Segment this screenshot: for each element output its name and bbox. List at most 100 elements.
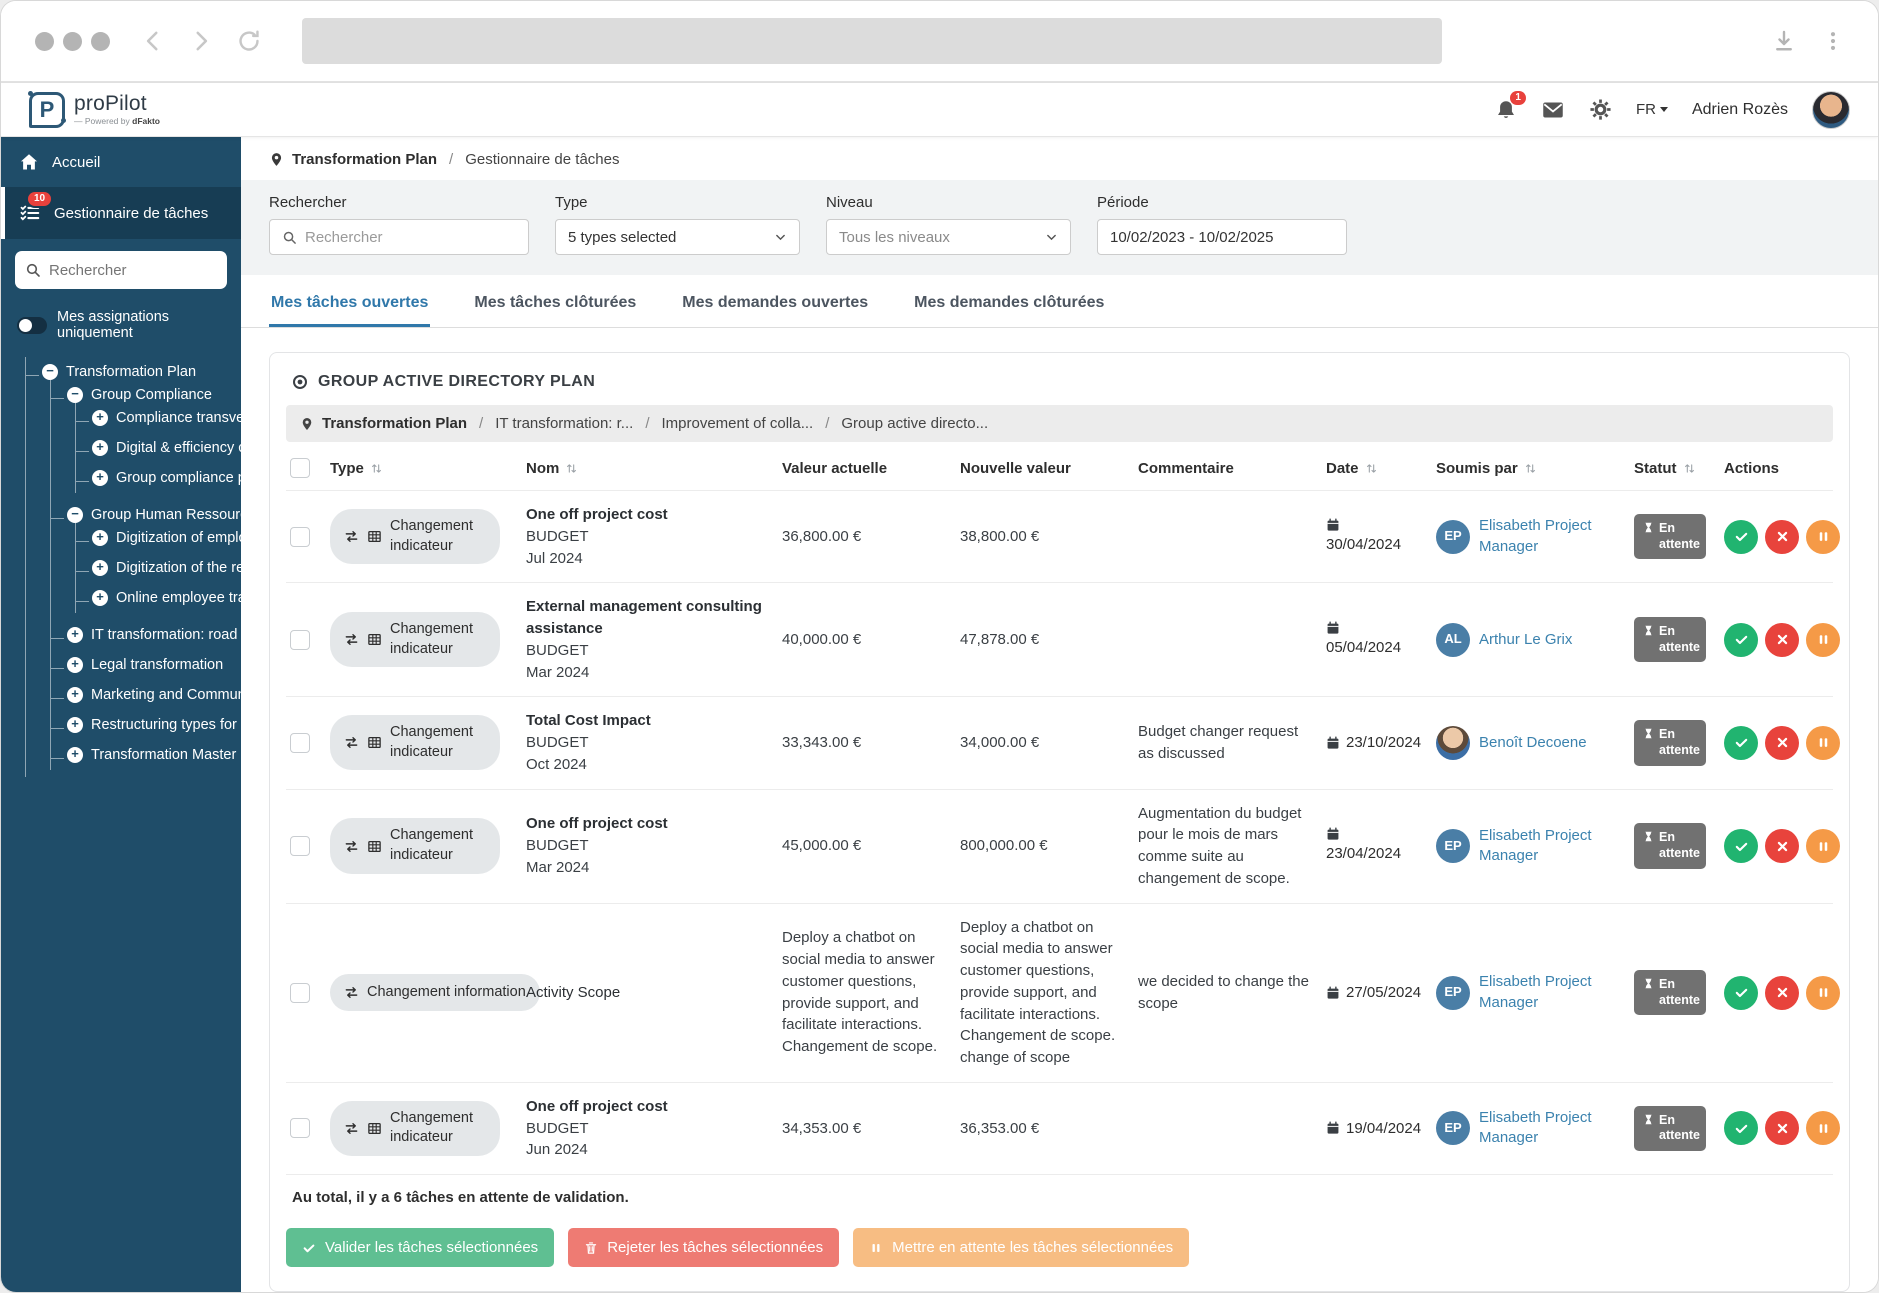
collapse-icon[interactable]: − (67, 507, 83, 523)
approve-button[interactable] (1724, 622, 1758, 657)
row-checkbox[interactable] (290, 1118, 310, 1139)
reject-button[interactable] (1765, 622, 1799, 657)
settings-gear-icon[interactable] (1589, 98, 1612, 121)
approve-button[interactable] (1724, 725, 1758, 760)
tree-node-restructuring-types-for-firms[interactable]: + Restructuring types for firms (67, 717, 241, 733)
reject-button[interactable] (1765, 829, 1799, 863)
tree-node-group-compliance-progr[interactable]: + Group compliance progr... (92, 470, 241, 486)
tree-node-online-employee-trainin[interactable]: + Online employee trainin... (92, 590, 241, 606)
tree-node-group-human-ressources[interactable]: −Group Human Ressources (67, 507, 241, 523)
approve-button[interactable] (1724, 1111, 1758, 1146)
approve-button[interactable] (1724, 519, 1758, 554)
tree-node-digital-efficiency-com[interactable]: + Digital & efficiency com... (92, 440, 241, 456)
current-value-cell: Deploy a chatbot on social media to answ… (782, 929, 938, 1056)
collapse-icon[interactable]: − (67, 387, 83, 403)
tab-mes-demandes-ouvertes[interactable]: Mes demandes ouvertes (682, 294, 869, 311)
tree-node-transformation-master-pla[interactable]: + Transformation Master Pla... (67, 747, 241, 763)
tree-node-it-transformation-road-to[interactable]: + IT transformation: road to ... (67, 627, 241, 643)
tab-mes-t-ches-cl-tur-es[interactable]: Mes tâches clôturées (474, 294, 637, 311)
approve-button[interactable] (1724, 975, 1758, 1010)
sort-icon[interactable] (565, 462, 578, 475)
expand-icon[interactable]: + (92, 530, 108, 546)
refresh-icon[interactable] (236, 28, 262, 54)
expand-icon[interactable]: + (92, 440, 108, 456)
row-checkbox[interactable] (290, 526, 310, 547)
expand-icon[interactable]: + (92, 560, 108, 576)
sort-icon (1366, 463, 1376, 473)
reject-button[interactable] (1765, 725, 1799, 760)
approve-button[interactable] (1724, 829, 1758, 863)
sort-icon[interactable] (370, 462, 383, 475)
address-bar[interactable] (302, 18, 1442, 64)
bulk-check-button[interactable]: Valider les tâches sélectionnées (286, 1228, 555, 1267)
row-checkbox[interactable] (290, 836, 310, 856)
hold-button[interactable] (1806, 519, 1840, 554)
search-filter[interactable] (269, 219, 529, 255)
sort-icon[interactable] (1683, 462, 1696, 475)
mail-icon[interactable] (1541, 98, 1565, 122)
user-avatar[interactable] (1812, 90, 1850, 129)
tree-node-digitization-of-employee[interactable]: + Digitization of employee... (92, 530, 241, 546)
tree-node-legal-transformation[interactable]: + Legal transformation (67, 657, 235, 673)
select-all-checkbox[interactable] (290, 458, 310, 478)
sidebar-item-accueil[interactable]: Accueil (1, 137, 241, 187)
reject-button[interactable] (1765, 975, 1799, 1010)
breadcrumb-segment[interactable]: Transformation Plan (322, 415, 468, 432)
expand-icon[interactable]: + (67, 657, 83, 673)
expand-icon[interactable]: + (67, 717, 83, 733)
submitter-link[interactable]: Elisabeth Project Manager (1479, 517, 1592, 555)
breadcrumb-root[interactable]: Transformation Plan (292, 151, 438, 168)
tree-node-digitization-of-the-recrui[interactable]: + Digitization of the recrui... (92, 560, 241, 576)
forward-icon[interactable] (188, 28, 214, 54)
sort-icon[interactable] (1524, 462, 1537, 475)
expand-icon[interactable]: + (67, 687, 83, 703)
submitter-link[interactable]: Elisabeth Project Manager (1479, 826, 1592, 864)
assignments-toggle[interactable] (17, 316, 47, 334)
sort-icon[interactable] (1365, 462, 1378, 475)
expand-icon[interactable]: + (92, 470, 108, 486)
hold-button[interactable] (1806, 975, 1840, 1010)
download-icon[interactable] (1772, 29, 1796, 53)
submitter-link[interactable]: Elisabeth Project Manager (1479, 1109, 1592, 1147)
row-checkbox[interactable] (290, 982, 310, 1003)
expand-icon[interactable]: + (92, 410, 108, 426)
tree-node-transformation-plan[interactable]: − Transformation Plan (42, 364, 235, 380)
tree-node-marketing-and-communica[interactable]: + Marketing and Communica... (67, 687, 241, 703)
tree-node-group-compliance[interactable]: − Group Compliance (67, 387, 235, 403)
notifications-bell-icon[interactable]: 1 (1495, 90, 1526, 121)
reject-button[interactable] (1765, 519, 1799, 554)
window-controls[interactable] (35, 31, 110, 51)
search-filter-input[interactable] (305, 228, 516, 246)
task-subline: Jun 2024 (526, 1141, 588, 1159)
app-logo[interactable]: P proPilot — Powered by dFakto (28, 90, 160, 128)
sidebar-search-input[interactable] (49, 261, 217, 279)
submitter-link[interactable]: Benoît Decoene (1479, 733, 1587, 751)
submitter-link[interactable]: Elisabeth Project Manager (1479, 973, 1592, 1011)
period-filter[interactable]: 10/02/2023 - 10/02/2025 (1097, 219, 1347, 255)
back-icon[interactable] (140, 28, 166, 54)
tab-mes-t-ches-ouvertes[interactable]: Mes tâches ouvertes (269, 281, 431, 327)
type-filter-select[interactable]: 5 types selected (555, 219, 800, 255)
expand-icon[interactable]: + (67, 747, 83, 763)
expand-icon[interactable]: + (67, 627, 83, 643)
hold-button[interactable] (1806, 622, 1840, 657)
level-filter-select[interactable]: Tous les niveaux (826, 219, 1071, 255)
tab-mes-demandes-cl-tur-es[interactable]: Mes demandes clôturées (914, 294, 1105, 311)
hold-button[interactable] (1806, 725, 1840, 760)
hold-button[interactable] (1806, 829, 1840, 863)
language-selector[interactable]: FR (1636, 101, 1668, 118)
expand-icon[interactable]: + (92, 590, 108, 606)
bulk-trash-button[interactable]: Rejeter les tâches sélectionnées (568, 1228, 840, 1267)
submitter-link[interactable]: Arthur Le Grix (1479, 630, 1573, 648)
bulk-pause-button[interactable]: Mettre en attente les tâches sélectionné… (853, 1228, 1190, 1267)
tree-node-compliance-transversal[interactable]: + Compliance transversal ... (92, 410, 241, 426)
browser-menu-icon[interactable] (1822, 30, 1844, 52)
hold-button[interactable] (1806, 1111, 1840, 1146)
collapse-icon[interactable]: − (42, 364, 58, 380)
reject-button[interactable] (1765, 1111, 1799, 1146)
row-checkbox[interactable] (290, 732, 310, 753)
sidebar-item-gestionnaire[interactable]: 10 Gestionnaire de tâches (1, 187, 241, 239)
sidebar-search[interactable] (15, 251, 227, 289)
assignments-toggle-row[interactable]: Mes assignations uniquement (1, 299, 241, 355)
row-checkbox[interactable] (290, 629, 310, 650)
